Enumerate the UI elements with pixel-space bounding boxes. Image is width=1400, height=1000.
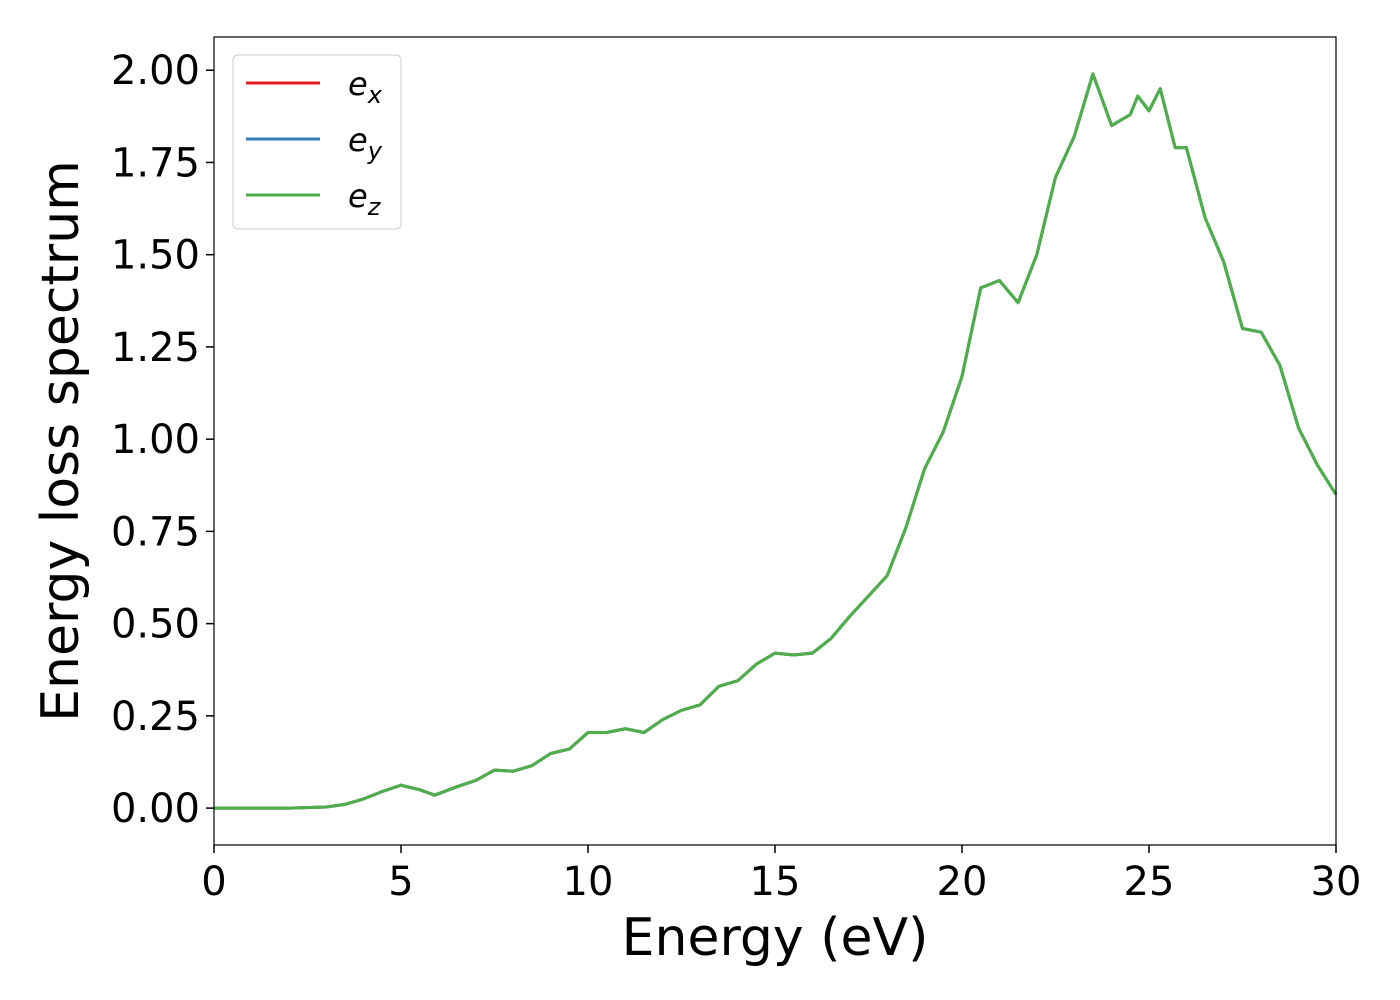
legend: ex ey ez [232,54,402,230]
y-axis-label: Energy loss spectrum [31,160,91,722]
y-tick-label: 1.25 [111,325,200,371]
x-tick-label: 25 [1124,859,1175,905]
x-tick-label: 20 [937,859,988,905]
y-tick-label: 0.75 [111,509,200,555]
y-tick-label: 0.00 [111,786,200,832]
plot-frame [213,36,1337,846]
y-tick-label: 1.75 [111,140,200,186]
legend-label: ex [348,65,383,109]
legend-label: ey [348,121,383,165]
x-tick-label: 0 [201,859,226,905]
y-tick-label: 1.50 [111,233,200,279]
series-line [214,72,1338,810]
y-tick-label: 2.00 [111,48,200,94]
legend-box [232,54,402,230]
x-axis-label: Energy (eV) [622,908,929,968]
y-tick-label: 0.25 [111,694,200,740]
x-tick-label: 15 [750,859,801,905]
x-tick-label: 5 [388,859,413,905]
y-tick-label: 0.50 [111,602,200,648]
x-tick-label: 30 [1311,859,1362,905]
legend-label: ez [348,177,382,221]
y-tick-label: 1.00 [111,417,200,463]
x-tick-label: 10 [563,859,614,905]
